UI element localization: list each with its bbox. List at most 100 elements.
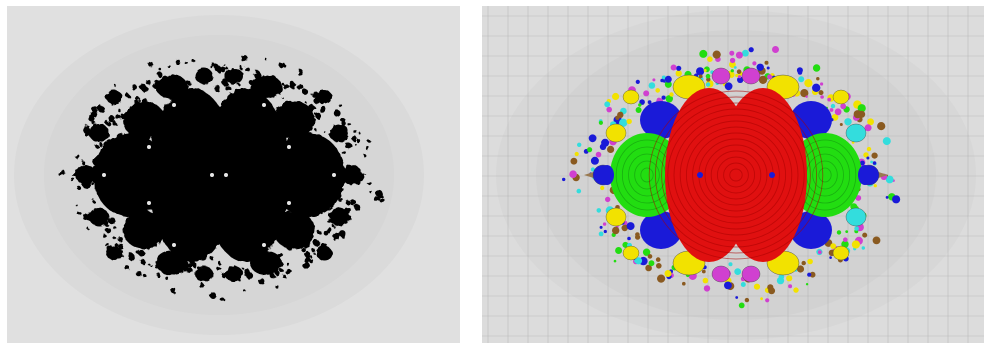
boundary-speck xyxy=(150,264,153,268)
boundary-speck xyxy=(797,70,803,75)
main-ring xyxy=(729,168,743,182)
boundary-speck xyxy=(702,277,709,284)
small-lobe xyxy=(711,67,731,85)
boundary-speck xyxy=(331,133,336,138)
boundary-speck xyxy=(102,147,109,154)
boundary-speck xyxy=(237,83,241,86)
side-lobe-ring xyxy=(640,167,654,183)
boundary-speck xyxy=(289,82,296,89)
boundary-speck xyxy=(805,95,808,98)
boundary-speck xyxy=(283,83,290,90)
boundary-speck xyxy=(98,142,103,147)
boundary-speck xyxy=(596,208,602,213)
boundary-speck xyxy=(809,271,816,278)
boundary-speck xyxy=(113,226,117,230)
boundary-speck xyxy=(316,230,321,235)
boundary-speck xyxy=(345,199,350,205)
boundary-speck xyxy=(320,93,327,101)
boundary-speck xyxy=(309,259,314,264)
main-ring xyxy=(723,162,749,188)
boundary-speck xyxy=(279,268,284,273)
boundary-speck xyxy=(86,227,90,230)
boundary-speck xyxy=(354,172,358,176)
main-lobe xyxy=(719,88,807,262)
boundary-speck xyxy=(237,71,243,77)
boundary-speck xyxy=(94,163,102,170)
lobe xyxy=(106,90,122,104)
boundary-speck xyxy=(91,106,98,113)
spike-tip xyxy=(339,166,367,184)
lobe xyxy=(123,101,165,139)
boundary-speck xyxy=(105,227,112,234)
boundary-speck xyxy=(736,69,742,74)
boundary-speck xyxy=(342,150,346,155)
boundary-speck xyxy=(86,125,90,129)
boundary-speck xyxy=(816,77,820,81)
boundary-speck xyxy=(570,157,578,165)
boundary-speck xyxy=(730,69,734,73)
boundary-speck xyxy=(767,284,774,291)
boundary-speck xyxy=(124,231,129,235)
boundary-speck xyxy=(323,131,326,134)
boundary-speck xyxy=(326,227,333,234)
boundary-speck xyxy=(148,61,154,67)
boundary-speck xyxy=(101,186,106,190)
julia-set-colored-image xyxy=(482,6,984,343)
boundary-speck xyxy=(870,160,873,164)
boundary-speck xyxy=(285,268,292,275)
boundary-speck xyxy=(277,252,283,258)
boundary-speck xyxy=(752,61,757,66)
boundary-speck xyxy=(281,82,285,86)
boundary-speck xyxy=(669,92,674,97)
boundary-speck xyxy=(297,69,304,76)
boundary-speck xyxy=(246,272,254,280)
boundary-speck xyxy=(313,97,321,105)
lobe xyxy=(250,251,282,275)
boundary-speck xyxy=(855,195,862,201)
boundary-speck xyxy=(607,145,615,153)
boundary-speck xyxy=(120,246,123,249)
boundary-speck xyxy=(830,103,836,109)
boundary-speck xyxy=(807,272,812,277)
boundary-speck xyxy=(114,243,119,248)
boundary-speck xyxy=(788,284,793,289)
boundary-speck xyxy=(93,201,96,204)
boundary-speck xyxy=(817,250,822,255)
boundary-speck xyxy=(748,47,754,53)
main-ring xyxy=(704,144,768,206)
boundary-speck xyxy=(645,264,652,272)
boundary-speck xyxy=(117,250,125,257)
sparkle-dot xyxy=(262,103,266,107)
boundary-speck xyxy=(237,277,241,281)
main-ring xyxy=(667,108,805,242)
side-lobe-ring xyxy=(818,167,832,183)
boundary-speck xyxy=(656,263,662,269)
boundary-speck xyxy=(241,267,244,270)
small-lobe xyxy=(845,207,867,227)
boundary-speck xyxy=(587,147,593,153)
boundary-speck xyxy=(341,118,346,123)
boundary-speck xyxy=(605,196,611,203)
boundary-speck xyxy=(765,298,770,303)
boundary-speck xyxy=(163,77,168,82)
boundary-speck xyxy=(131,84,138,91)
lobe xyxy=(316,246,332,260)
boundary-speck xyxy=(276,260,283,268)
boundary-speck xyxy=(142,273,146,278)
boundary-speck xyxy=(302,89,308,95)
boundary-speck xyxy=(329,151,335,157)
boundary-speck xyxy=(829,256,832,259)
boundary-speck xyxy=(772,46,779,53)
boundary-speck xyxy=(843,237,848,242)
boundary-speck xyxy=(676,65,682,71)
small-lobe xyxy=(741,67,761,85)
boundary-speck xyxy=(170,263,173,267)
boundary-speck xyxy=(75,204,78,207)
boundary-speck xyxy=(735,51,743,59)
boundary-speck xyxy=(165,269,170,275)
boundary-speck xyxy=(303,242,310,249)
lobe xyxy=(271,133,345,217)
boundary-speck xyxy=(601,138,610,147)
boundary-speck xyxy=(800,89,809,98)
julia-set-colored-panel xyxy=(482,6,984,343)
